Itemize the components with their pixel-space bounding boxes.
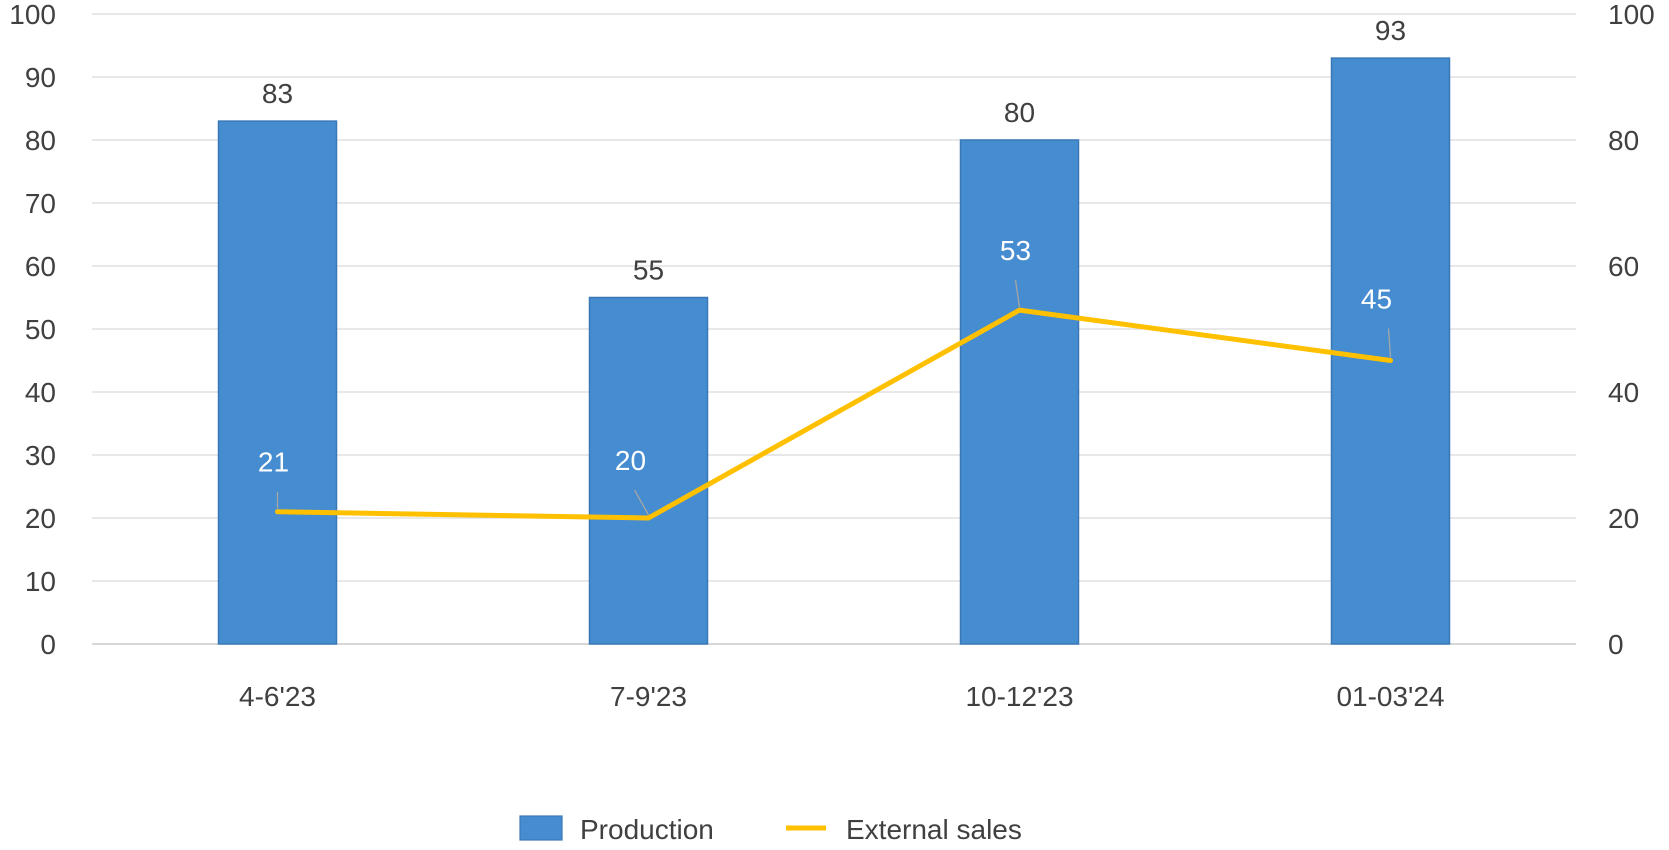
bar-data-label: 83 bbox=[262, 78, 293, 109]
line-data-label: 21 bbox=[258, 447, 289, 478]
right-tick-label: 60 bbox=[1608, 251, 1639, 282]
category-label: 7-9'23 bbox=[610, 681, 687, 712]
left-tick-label: 70 bbox=[25, 188, 56, 219]
bar-data-label: 55 bbox=[633, 255, 664, 286]
right-tick-label: 20 bbox=[1608, 503, 1639, 534]
bar bbox=[217, 120, 338, 645]
left-tick-label: 60 bbox=[25, 251, 56, 282]
bar bbox=[959, 139, 1080, 645]
legend-label-external-sales: External sales bbox=[846, 814, 1022, 845]
legend-swatch-production bbox=[519, 815, 563, 841]
line-data-label: 20 bbox=[615, 445, 646, 476]
left-tick-label: 30 bbox=[25, 440, 56, 471]
right-axis: 0 20 40 60 80 100 bbox=[1608, 0, 1655, 660]
gridlines bbox=[92, 13, 1576, 645]
legend-label-production: Production bbox=[580, 814, 714, 845]
line-data-label: 53 bbox=[1000, 235, 1031, 266]
left-tick-label: 80 bbox=[25, 125, 56, 156]
right-tick-label: 0 bbox=[1608, 629, 1624, 660]
leader-line bbox=[1387, 328, 1392, 358]
left-tick-label: 0 bbox=[40, 629, 56, 660]
external-sales-line bbox=[275, 307, 1393, 521]
left-tick-label: 10 bbox=[25, 566, 56, 597]
left-tick-label: 100 bbox=[9, 0, 56, 30]
category-axis: 4-6'23 7-9'23 10-12'23 01-03'24 bbox=[239, 681, 1445, 712]
category-label: 4-6'23 bbox=[239, 681, 316, 712]
category-label: 10-12'23 bbox=[965, 681, 1073, 712]
bar-series: 83 55 80 93 bbox=[217, 15, 1451, 645]
left-tick-label: 90 bbox=[25, 62, 56, 93]
bar bbox=[588, 296, 709, 645]
line-series: 21 20 53 45 bbox=[258, 235, 1393, 521]
left-tick-label: 20 bbox=[25, 503, 56, 534]
left-axis: 0 10 20 30 40 50 60 70 80 90 100 bbox=[9, 0, 56, 660]
right-tick-label: 40 bbox=[1608, 377, 1639, 408]
line-data-label: 45 bbox=[1361, 284, 1392, 315]
right-tick-label: 100 bbox=[1608, 0, 1655, 30]
bar-data-label: 80 bbox=[1004, 97, 1035, 128]
bar-data-label: 93 bbox=[1375, 15, 1406, 46]
left-tick-label: 50 bbox=[25, 314, 56, 345]
leader-line bbox=[1014, 280, 1021, 308]
leader-line bbox=[633, 489, 650, 516]
right-tick-label: 80 bbox=[1608, 125, 1639, 156]
legend: Production External sales bbox=[519, 814, 1022, 845]
left-tick-label: 40 bbox=[25, 377, 56, 408]
category-label: 01-03'24 bbox=[1336, 681, 1444, 712]
